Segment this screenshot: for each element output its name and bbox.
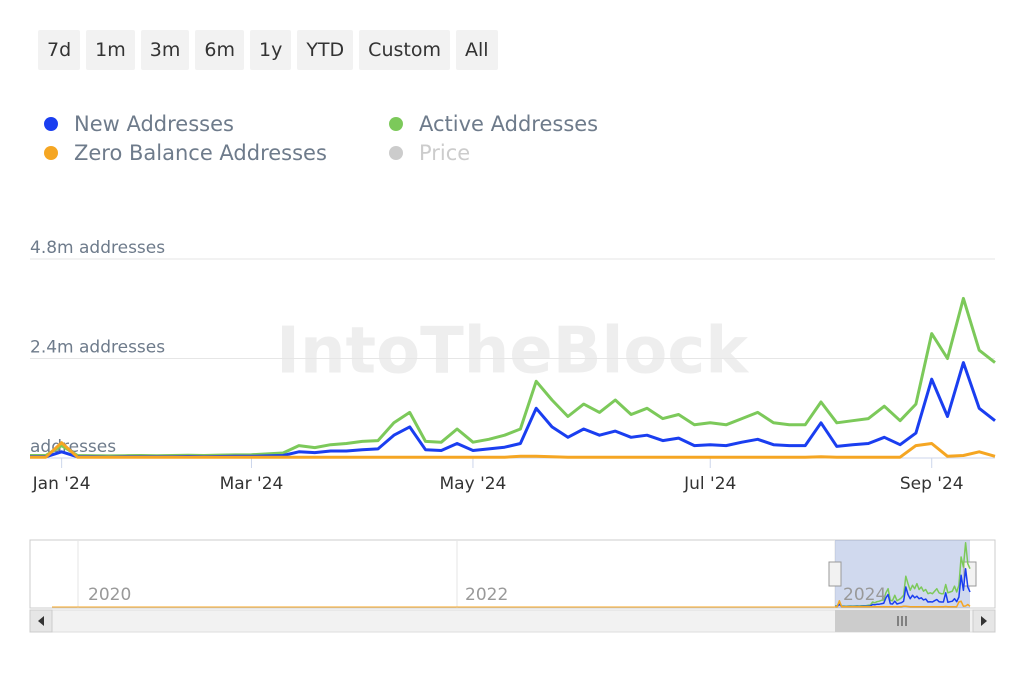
x-tick-label: Mar '24 bbox=[220, 474, 284, 494]
legend-item[interactable]: New Addresses bbox=[44, 112, 234, 136]
range-selector: 7d 1m 3m 6m 1y YTD Custom All bbox=[38, 30, 498, 70]
y-tick-label: 4.8m addresses bbox=[30, 238, 165, 258]
legend-marker bbox=[44, 146, 58, 160]
navigator-line bbox=[835, 600, 971, 608]
series-line bbox=[30, 441, 996, 459]
navigator-label: 2024 bbox=[843, 585, 886, 605]
range-button[interactable]: YTD bbox=[297, 30, 354, 70]
arrow-right bbox=[981, 616, 987, 626]
legend-label: New Addresses bbox=[74, 112, 234, 136]
arrow-left bbox=[38, 616, 44, 626]
range-button[interactable]: 1y bbox=[249, 30, 292, 70]
range-button[interactable]: 7d bbox=[38, 30, 81, 70]
x-tick-label: Jul '24 bbox=[683, 474, 736, 494]
legend-marker bbox=[389, 117, 403, 131]
range-button[interactable]: Custom bbox=[359, 30, 450, 70]
legend-label: Price bbox=[419, 141, 471, 165]
range-button[interactable]: 6m bbox=[195, 30, 244, 70]
legend-marker bbox=[44, 117, 58, 131]
legend-item[interactable]: Zero Balance Addresses bbox=[44, 141, 327, 165]
x-tick-label: Sep '24 bbox=[900, 474, 964, 494]
range-button[interactable]: All bbox=[455, 30, 498, 70]
watermark: IntoTheBlock bbox=[276, 315, 749, 389]
x-tick-label: Jan '24 bbox=[32, 474, 91, 494]
navigator-label: 2022 bbox=[465, 585, 508, 605]
legend-label: Active Addresses bbox=[419, 112, 599, 136]
legend-item[interactable]: Active Addresses bbox=[389, 112, 598, 136]
x-tick-label: May '24 bbox=[440, 474, 507, 494]
range-button[interactable]: 1m bbox=[86, 30, 135, 70]
y-tick-label: 2.4m addresses bbox=[30, 338, 165, 358]
legend-label: Zero Balance Addresses bbox=[74, 141, 327, 165]
scroll-grip bbox=[897, 616, 907, 626]
navigator-label: 2020 bbox=[88, 585, 131, 605]
navigator-handle[interactable] bbox=[828, 561, 842, 587]
range-button[interactable]: 3m bbox=[140, 30, 190, 70]
legend-item[interactable]: Price bbox=[389, 141, 470, 165]
legend-marker bbox=[389, 146, 403, 160]
